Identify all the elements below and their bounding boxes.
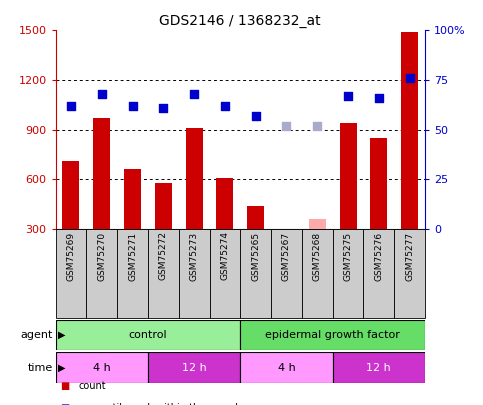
Point (252, 113, 259, 119)
Text: ▶: ▶ (58, 362, 66, 373)
Point (375, 95, 383, 101)
Bar (117, 229, 148, 318)
Bar (333, 352, 425, 383)
Text: ■: ■ (60, 403, 70, 405)
Bar (210, 229, 240, 318)
Bar (56, 320, 241, 350)
Bar (241, 352, 333, 383)
Bar (333, 229, 364, 318)
Text: epidermal growth factor: epidermal growth factor (265, 330, 400, 340)
Text: 12 h: 12 h (367, 362, 391, 373)
Point (159, 104, 167, 111)
Point (283, 122, 290, 129)
Bar (340, 123, 356, 229)
Title: GDS2146 / 1368232_at: GDS2146 / 1368232_at (159, 14, 321, 28)
Bar (93, 118, 110, 229)
Text: 12 h: 12 h (182, 362, 206, 373)
Text: ■: ■ (60, 381, 70, 390)
Bar (240, 229, 271, 318)
Text: GSM75276: GSM75276 (374, 232, 384, 281)
Bar (271, 229, 302, 318)
Text: GSM75268: GSM75268 (313, 232, 322, 281)
Bar (401, 32, 418, 229)
Bar (185, 128, 202, 229)
Point (128, 102, 136, 109)
Text: 4 h: 4 h (278, 362, 295, 373)
Text: percentile rank within the sample: percentile rank within the sample (79, 403, 244, 405)
Bar (62, 161, 79, 229)
Text: GSM75277: GSM75277 (405, 232, 414, 281)
Bar (124, 169, 141, 229)
Point (313, 122, 321, 129)
Text: GSM75265: GSM75265 (251, 232, 260, 281)
Text: GSM75275: GSM75275 (343, 232, 353, 281)
Point (190, 91, 198, 97)
Bar (309, 219, 326, 229)
Text: GSM75269: GSM75269 (67, 232, 75, 281)
Bar (241, 320, 425, 350)
Bar (179, 229, 210, 318)
Bar (394, 229, 425, 318)
Point (221, 102, 229, 109)
Text: GSM75274: GSM75274 (220, 232, 229, 281)
Point (98, 91, 106, 97)
Bar (56, 229, 86, 318)
Bar (302, 229, 333, 318)
Text: agent: agent (21, 330, 53, 340)
Bar (56, 352, 148, 383)
Text: GSM75271: GSM75271 (128, 232, 137, 281)
Text: ▶: ▶ (58, 330, 66, 340)
Text: control: control (128, 330, 167, 340)
Text: GSM75272: GSM75272 (159, 232, 168, 281)
Bar (364, 229, 394, 318)
Text: GSM75267: GSM75267 (282, 232, 291, 281)
Text: time: time (28, 362, 53, 373)
Point (344, 93, 352, 99)
Bar (148, 352, 241, 383)
Point (67, 102, 75, 109)
Text: count: count (79, 381, 106, 390)
Text: GSM75270: GSM75270 (97, 232, 106, 281)
Bar (86, 229, 117, 318)
Text: GSM75273: GSM75273 (190, 232, 199, 281)
Bar (247, 206, 264, 229)
Bar (370, 138, 387, 229)
Bar (148, 229, 179, 318)
Bar (278, 229, 295, 235)
Text: 4 h: 4 h (93, 362, 111, 373)
Bar (155, 183, 172, 229)
Point (406, 75, 413, 81)
Bar (216, 177, 233, 229)
